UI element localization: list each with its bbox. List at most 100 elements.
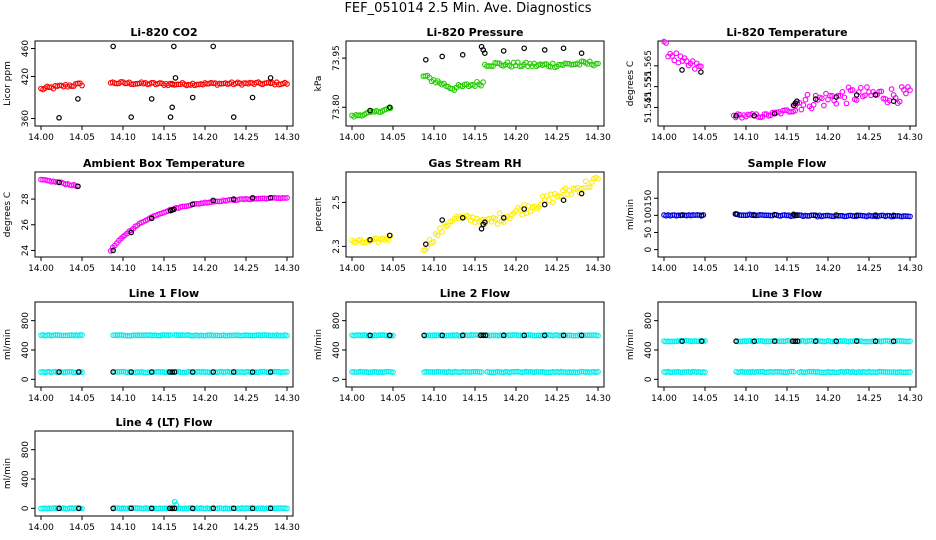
- y-axis-label: kPa: [314, 76, 324, 92]
- x-tick-label: 14.00: [28, 133, 54, 143]
- data-point: [689, 58, 696, 64]
- data-point: [903, 90, 909, 97]
- reference-point: [56, 115, 62, 121]
- series-reference: [679, 67, 897, 119]
- data-point: [586, 184, 593, 190]
- data-point: [439, 228, 445, 235]
- x-tick-label: 14.25: [856, 133, 882, 143]
- reference-point: [812, 212, 819, 219]
- y-tick-label: 2.3: [332, 239, 342, 253]
- reference-point: [367, 237, 373, 243]
- data-point: [669, 53, 676, 59]
- data-point: [595, 176, 601, 182]
- reference-point: [541, 201, 548, 208]
- data-point: [480, 79, 487, 85]
- series-reference: [56, 505, 274, 512]
- data-point: [695, 63, 702, 70]
- x-tick-label: 14.00: [339, 264, 365, 274]
- x-tick-label: 14.15: [151, 264, 177, 274]
- data-point: [282, 195, 288, 201]
- data-point: [79, 369, 85, 376]
- reference-point: [560, 197, 567, 204]
- reference-point: [771, 338, 778, 345]
- x-tick-label: 14.05: [380, 133, 406, 143]
- y-tick-label: 360: [21, 110, 31, 127]
- reference-point: [171, 369, 178, 375]
- x-tick-label: 14.15: [774, 133, 800, 143]
- y-tick-label: 50: [644, 226, 654, 238]
- data-point: [79, 505, 85, 512]
- series-reference: [367, 43, 585, 114]
- series-reference: [56, 179, 274, 254]
- x-tick-label: 14.00: [28, 523, 54, 533]
- reference-point: [230, 114, 237, 120]
- series-reference: [679, 211, 897, 219]
- data-point: [864, 84, 870, 90]
- chart-title: Line 2 Flow: [440, 287, 510, 300]
- reference-point: [267, 75, 274, 81]
- reference-point: [733, 211, 739, 217]
- series-measured: [349, 174, 601, 254]
- data-point: [907, 338, 913, 345]
- x-tick-label: 14.15: [774, 264, 800, 274]
- reference-point: [890, 212, 897, 219]
- reference-point: [792, 338, 799, 345]
- x-tick-label: 14.05: [69, 133, 95, 143]
- reference-point: [386, 232, 393, 239]
- y-axis-label: ml/min: [3, 458, 13, 489]
- data-point: [833, 100, 840, 107]
- y-tick-label: 100: [644, 206, 654, 223]
- x-tick-label: 14.15: [462, 133, 488, 143]
- reference-point: [189, 369, 196, 375]
- x-tick-label: 14.20: [503, 394, 529, 404]
- reference-point: [478, 226, 485, 232]
- y-tick-label: 800: [21, 441, 31, 458]
- reference-point: [853, 338, 860, 345]
- reference-point: [267, 195, 274, 201]
- x-tick-label: 14.25: [544, 133, 570, 143]
- x-tick-label: 14.15: [151, 133, 177, 143]
- x-tick-label: 14.00: [28, 264, 54, 274]
- x-tick-label: 14.30: [274, 264, 300, 274]
- data-point: [282, 369, 288, 375]
- reference-point: [189, 201, 196, 208]
- x-tick-label: 14.30: [897, 264, 923, 274]
- reference-point: [148, 96, 155, 102]
- y-axis-label: ml/min: [626, 329, 636, 360]
- reference-point: [794, 338, 801, 345]
- reference-point: [249, 505, 256, 512]
- data-point: [492, 215, 499, 222]
- series-measured: [38, 79, 290, 93]
- reference-point: [541, 332, 548, 339]
- data-point: [702, 369, 708, 376]
- chart-sample-flow: Sample Flow 14.00 14.05 14.10 14.15 14.20 14.2…: [626, 157, 923, 274]
- reference-point: [439, 332, 446, 339]
- x-tick-label: 14.05: [692, 394, 718, 404]
- series-reference: [367, 332, 585, 339]
- reference-point: [230, 369, 237, 375]
- chart-line3-flow: Line 3 Flow 14.00 14.05 14.10 14.15 14.20 14.2…: [626, 287, 923, 404]
- chart-li820-pressure: Li-820 Pressure 14.00 14.05 14.10 14.15 14.20…: [314, 26, 611, 143]
- reference-point: [733, 338, 739, 345]
- y-axis-label: ml/min: [626, 199, 636, 230]
- reference-point: [560, 45, 567, 52]
- reference-point: [171, 505, 178, 512]
- y-tick-label: 800: [644, 312, 654, 329]
- series-measured: [38, 176, 290, 254]
- data-point: [849, 87, 856, 93]
- y-tick-label: 26: [21, 219, 31, 231]
- reference-point: [482, 50, 488, 56]
- data-point: [527, 208, 534, 215]
- data-point: [550, 199, 556, 206]
- y-tick-label: 51.565: [644, 50, 654, 82]
- data-point: [823, 90, 829, 97]
- data-point: [876, 88, 883, 95]
- chart-line4-flow: Line 4 (LT) Flow 14.00 14.05 14.10 14.15 14.2…: [3, 416, 300, 533]
- reference-point: [167, 114, 174, 120]
- data-point: [434, 232, 441, 239]
- chart-title: Ambient Box Temperature: [83, 157, 245, 170]
- data-point: [595, 60, 601, 67]
- x-tick-label: 14.10: [733, 394, 759, 404]
- reference-point: [210, 43, 217, 50]
- reference-point: [853, 212, 860, 219]
